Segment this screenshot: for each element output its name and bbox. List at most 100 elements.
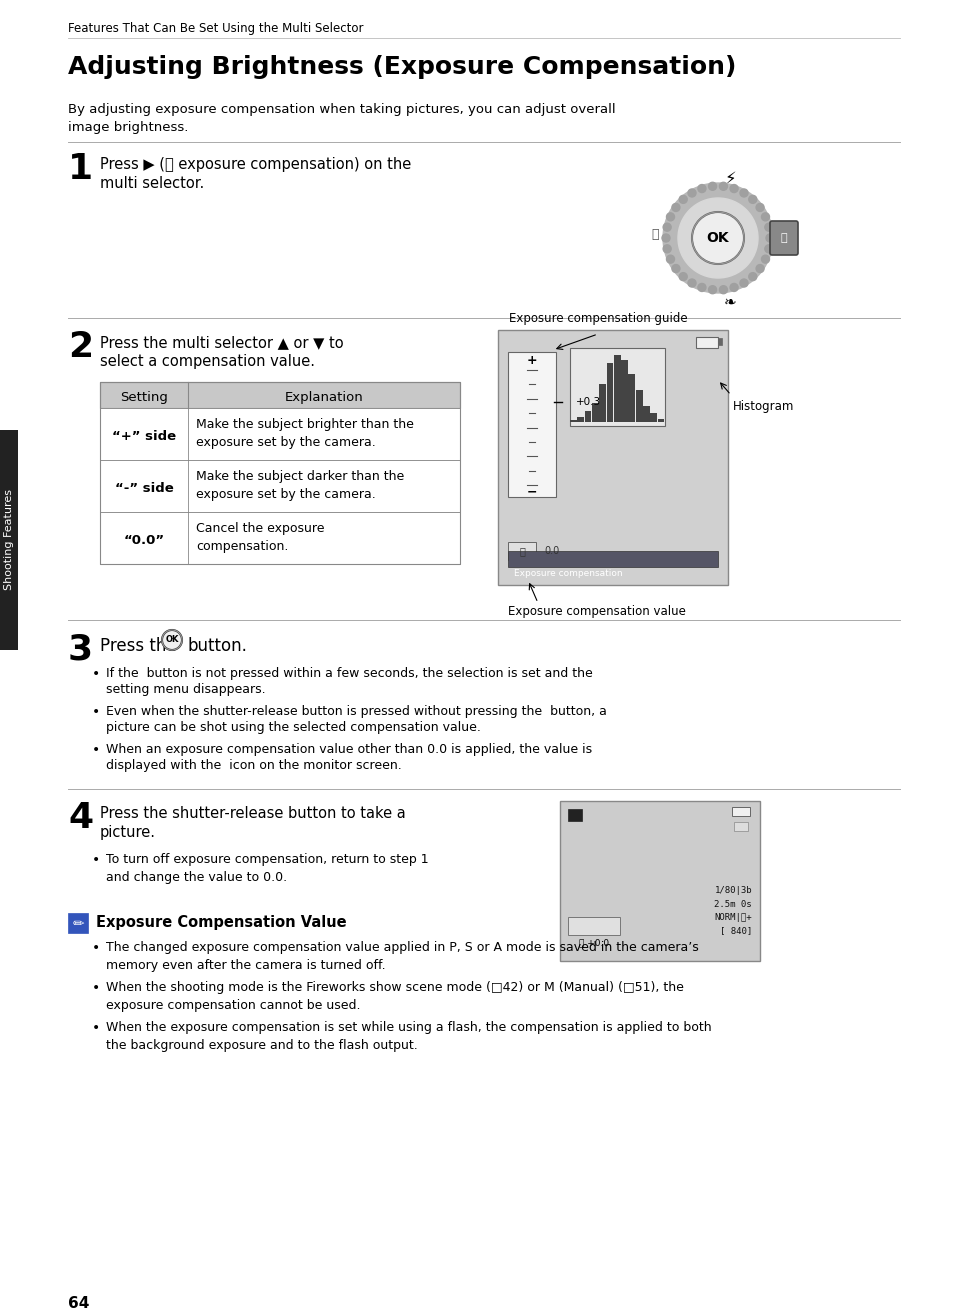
Text: Explanation: Explanation bbox=[284, 390, 363, 403]
Bar bbox=[507, 352, 556, 497]
Bar bbox=[507, 541, 536, 560]
Text: button.: button. bbox=[188, 637, 248, 654]
Text: Make the subject brighter than the
exposure set by the camera.: Make the subject brighter than the expos… bbox=[195, 418, 414, 449]
Text: NORM|Ⅱ+: NORM|Ⅱ+ bbox=[714, 913, 751, 922]
Text: If the  button is not pressed within a few seconds, the selection is set and the: If the button is not pressed within a fe… bbox=[106, 668, 592, 681]
Text: Exposure compensation value: Exposure compensation value bbox=[507, 604, 685, 618]
Bar bbox=[584, 411, 591, 422]
Text: +0.3: +0.3 bbox=[576, 397, 600, 407]
Text: •: • bbox=[91, 742, 100, 757]
Circle shape bbox=[679, 272, 686, 281]
Bar bbox=[507, 551, 718, 568]
Text: Cancel the exposure
compensation.: Cancel the exposure compensation. bbox=[195, 522, 324, 553]
Text: +: + bbox=[526, 353, 537, 367]
Bar bbox=[577, 417, 583, 422]
Circle shape bbox=[760, 213, 769, 221]
Bar bbox=[620, 360, 627, 422]
Text: When an exposure compensation value other than 0.0 is applied, the value is: When an exposure compensation value othe… bbox=[106, 742, 592, 756]
Circle shape bbox=[687, 279, 696, 286]
Text: ⓡ +0.0: ⓡ +0.0 bbox=[578, 938, 608, 947]
Bar bbox=[100, 512, 459, 564]
Circle shape bbox=[698, 284, 705, 292]
Circle shape bbox=[662, 244, 670, 252]
Bar bbox=[559, 802, 760, 961]
Bar bbox=[628, 373, 635, 422]
Bar bbox=[718, 338, 721, 346]
Text: The changed exposure compensation value applied in P, S or A mode is saved in th: The changed exposure compensation value … bbox=[106, 941, 698, 972]
Text: To turn off exposure compensation, return to step 1
and change the value to 0.0.: To turn off exposure compensation, retur… bbox=[106, 853, 428, 884]
Text: ⓡ: ⓡ bbox=[780, 233, 786, 243]
Text: Adjusting Brightness (Exposure Compensation): Adjusting Brightness (Exposure Compensat… bbox=[68, 55, 736, 79]
Text: Setting: Setting bbox=[120, 390, 168, 403]
Text: “+” side: “+” side bbox=[112, 430, 176, 443]
Circle shape bbox=[764, 223, 772, 231]
Circle shape bbox=[748, 272, 756, 281]
Text: picture.: picture. bbox=[100, 825, 156, 840]
Text: 1/80|3b: 1/80|3b bbox=[714, 886, 751, 895]
Bar bbox=[606, 363, 613, 422]
Bar bbox=[567, 809, 581, 821]
Text: ⌛: ⌛ bbox=[651, 229, 659, 242]
Circle shape bbox=[756, 204, 763, 212]
Circle shape bbox=[756, 264, 763, 272]
Text: Press the shutter-release button to take a: Press the shutter-release button to take… bbox=[100, 805, 405, 821]
Text: “-” side: “-” side bbox=[114, 481, 173, 494]
Bar bbox=[591, 402, 598, 422]
Circle shape bbox=[729, 284, 738, 292]
Text: •: • bbox=[91, 668, 100, 681]
Text: Shooting Features: Shooting Features bbox=[4, 490, 14, 590]
Text: 1: 1 bbox=[68, 152, 93, 187]
Circle shape bbox=[698, 184, 705, 193]
Text: Exposure compensation: Exposure compensation bbox=[514, 569, 622, 578]
Bar bbox=[100, 460, 459, 512]
Circle shape bbox=[662, 223, 670, 231]
Text: setting menu disappears.: setting menu disappears. bbox=[106, 683, 265, 696]
Circle shape bbox=[719, 183, 727, 191]
Circle shape bbox=[678, 198, 758, 279]
Bar bbox=[567, 917, 619, 936]
Text: 64: 64 bbox=[68, 1296, 90, 1311]
Text: multi selector.: multi selector. bbox=[100, 176, 204, 191]
Circle shape bbox=[719, 285, 727, 294]
Circle shape bbox=[740, 189, 747, 197]
Text: 0.0: 0.0 bbox=[543, 547, 558, 556]
Text: picture can be shot using the selected compensation value.: picture can be shot using the selected c… bbox=[106, 721, 480, 735]
Bar bbox=[68, 913, 88, 933]
Text: ✏: ✏ bbox=[72, 917, 84, 932]
Circle shape bbox=[162, 629, 182, 650]
Text: −: − bbox=[526, 485, 537, 498]
Circle shape bbox=[691, 212, 743, 264]
Text: Features That Can Be Set Using the Multi Selector: Features That Can Be Set Using the Multi… bbox=[68, 22, 363, 35]
Circle shape bbox=[671, 204, 679, 212]
Text: When the exposure compensation is set while using a flash, the compensation is a: When the exposure compensation is set wh… bbox=[106, 1021, 711, 1053]
Text: OK: OK bbox=[706, 231, 728, 244]
Text: [ 840]: [ 840] bbox=[719, 926, 751, 936]
Bar bbox=[642, 406, 649, 422]
Text: ⚡: ⚡ bbox=[723, 170, 735, 188]
Bar bbox=[100, 382, 459, 409]
FancyBboxPatch shape bbox=[769, 221, 797, 255]
Text: 2: 2 bbox=[68, 330, 93, 364]
Circle shape bbox=[661, 234, 669, 242]
Circle shape bbox=[708, 285, 716, 294]
Circle shape bbox=[662, 183, 772, 293]
Text: 3: 3 bbox=[68, 632, 93, 666]
Bar bbox=[635, 390, 642, 422]
Bar bbox=[598, 384, 605, 422]
Bar bbox=[100, 382, 459, 564]
Text: Even when the shutter-release button is pressed without pressing the  button, a: Even when the shutter-release button is … bbox=[106, 706, 606, 717]
Circle shape bbox=[760, 255, 769, 263]
Text: Press ▶ (ⓡ exposure compensation) on the: Press ▶ (ⓡ exposure compensation) on the bbox=[100, 156, 411, 172]
Text: By adjusting exposure compensation when taking pictures, you can adjust overall
: By adjusting exposure compensation when … bbox=[68, 102, 615, 134]
Bar bbox=[569, 420, 577, 422]
Text: 2.5m 0s: 2.5m 0s bbox=[714, 900, 751, 909]
Text: •: • bbox=[91, 1021, 100, 1035]
Circle shape bbox=[666, 213, 674, 221]
Text: •: • bbox=[91, 706, 100, 719]
Text: •: • bbox=[91, 941, 100, 955]
Circle shape bbox=[765, 234, 773, 242]
Text: OK: OK bbox=[165, 636, 178, 644]
Bar bbox=[613, 355, 620, 422]
Text: displayed with the  icon on the monitor screen.: displayed with the icon on the monitor s… bbox=[106, 759, 401, 773]
Text: ⓡ: ⓡ bbox=[518, 547, 524, 556]
